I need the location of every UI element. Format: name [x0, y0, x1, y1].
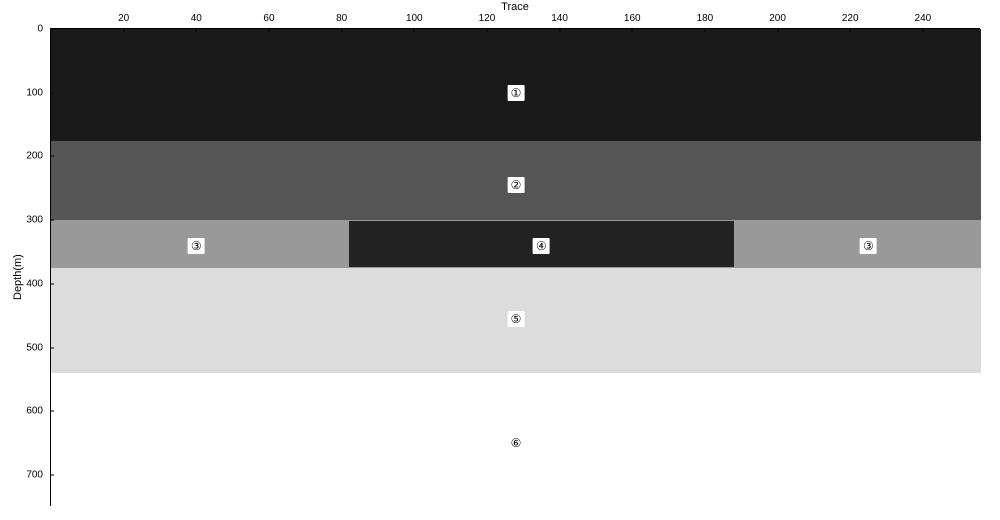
- x-tick-mark: [341, 28, 342, 32]
- x-axis-label: Trace: [50, 1, 980, 13]
- region-label-2: ②: [508, 177, 525, 193]
- y-tick-label: 700: [26, 470, 43, 481]
- x-tick-mark: [486, 28, 487, 32]
- region-label-7: ⑥: [508, 435, 525, 451]
- y-tick-mark: [50, 475, 54, 476]
- plot-axes: ①②③④③⑤⑥204060801001201401601802002202400…: [50, 28, 980, 506]
- x-tick-mark: [196, 28, 197, 32]
- y-tick-mark: [50, 29, 54, 30]
- y-tick-label: 0: [37, 24, 43, 35]
- region-label-4: ④: [533, 238, 550, 254]
- x-tick-mark: [268, 28, 269, 32]
- region-label-6: ⑤: [508, 311, 525, 327]
- region-label-1: ①: [508, 85, 525, 101]
- x-tick-mark: [632, 28, 633, 32]
- y-tick-mark: [50, 220, 54, 221]
- y-tick-mark: [50, 411, 54, 412]
- x-tick-label: 240: [915, 13, 932, 24]
- x-tick-label: 60: [263, 13, 274, 24]
- x-tick-label: 180: [697, 13, 714, 24]
- x-tick-label: 220: [842, 13, 859, 24]
- y-tick-label: 300: [26, 215, 43, 226]
- x-tick-mark: [704, 28, 705, 32]
- x-tick-mark: [414, 28, 415, 32]
- y-tick-mark: [50, 156, 54, 157]
- x-tick-label: 200: [769, 13, 786, 24]
- x-tick-mark: [123, 28, 124, 32]
- geological-section-figure: Trace Depth(m) ① ② ③ ④ ③ ⑤ ⑥ 20 40 60 80 100 120 140 1…: [0, 0, 1000, 520]
- y-tick-label: 400: [26, 278, 43, 289]
- x-tick-label: 40: [191, 13, 202, 24]
- y-tick-label: 100: [26, 87, 43, 98]
- y-tick-label: 500: [26, 342, 43, 353]
- y-axis-label: Depth(m): [12, 254, 24, 300]
- x-tick-label: 140: [551, 13, 568, 24]
- region-label-3: ③: [188, 238, 205, 254]
- y-tick-mark: [50, 283, 54, 284]
- x-tick-mark: [777, 28, 778, 32]
- y-tick-mark: [50, 347, 54, 348]
- y-tick-label: 600: [26, 406, 43, 417]
- x-tick-mark: [922, 28, 923, 32]
- x-tick-label: 80: [336, 13, 347, 24]
- region-label-5: ③: [860, 238, 877, 254]
- x-tick-label: 100: [406, 13, 423, 24]
- y-tick-label: 200: [26, 151, 43, 162]
- y-tick-mark: [50, 92, 54, 93]
- x-tick-label: 20: [118, 13, 129, 24]
- x-tick-mark: [850, 28, 851, 32]
- x-tick-label: 160: [624, 13, 641, 24]
- x-tick-mark: [559, 28, 560, 32]
- x-tick-label: 120: [479, 13, 496, 24]
